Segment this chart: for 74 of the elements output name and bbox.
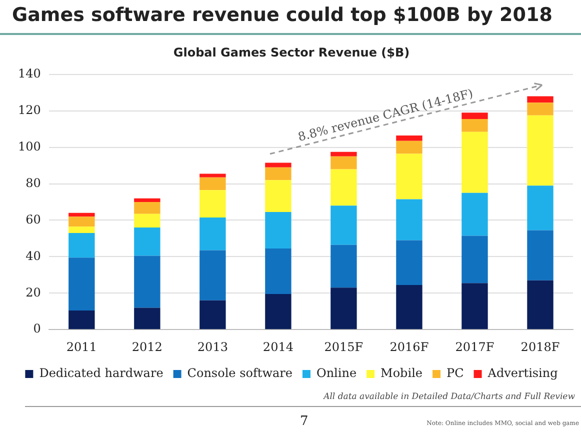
x-tick-label: 2017F (455, 340, 494, 354)
bar (265, 162, 292, 168)
bar (527, 102, 554, 116)
y-tick-label: 20 (26, 285, 41, 300)
chart-title: Games software revenue could top $100B by 2018 (12, 4, 552, 26)
bar (462, 192, 488, 236)
x-tick-label: 2014 (262, 340, 294, 354)
x-tick-label: 2018F (520, 340, 560, 354)
bar (330, 244, 357, 288)
bar (396, 199, 422, 240)
bar (200, 174, 226, 178)
text: 7 (300, 414, 308, 429)
bar (200, 250, 226, 300)
x-tick-label: 2013 (197, 340, 228, 354)
bar (134, 228, 160, 256)
legend-label: PC (446, 366, 464, 380)
bar (200, 177, 226, 190)
bar (200, 190, 226, 218)
bar (265, 294, 292, 330)
bar (330, 288, 357, 330)
legend-label: Online (316, 366, 357, 380)
bar (134, 198, 160, 202)
bar (134, 256, 160, 308)
bar (265, 212, 292, 248)
bar (396, 135, 422, 141)
bar (68, 258, 95, 310)
bar (134, 202, 160, 214)
legend-label: Console software (187, 366, 292, 380)
bar (134, 214, 160, 228)
legend-label: Advertising (486, 366, 558, 380)
bar (396, 154, 422, 200)
bar (396, 140, 422, 154)
x-tick-label: 2011 (66, 340, 97, 354)
bar (68, 310, 95, 330)
bar (396, 240, 422, 285)
bar (462, 132, 488, 193)
bar (527, 230, 554, 280)
bar (462, 119, 488, 132)
bar (330, 156, 357, 170)
bar (265, 248, 292, 294)
bar (200, 300, 226, 330)
x-tick-label: 2012 (132, 340, 162, 354)
bar (527, 96, 554, 103)
y-tick-label: 120 (18, 102, 41, 117)
bar (527, 186, 554, 230)
y-tick-label: 0 (33, 322, 41, 336)
x-tick-label: 2016F (390, 340, 429, 354)
bar (330, 152, 357, 156)
bar (527, 115, 554, 186)
bar (396, 284, 422, 330)
bar (68, 216, 95, 227)
y-tick-label: 100 (18, 139, 41, 154)
chart-subtitle: Global Games Sector Revenue ($B) (173, 45, 410, 60)
bar (462, 283, 488, 330)
bar (265, 180, 292, 212)
y-tick-label: 60 (26, 212, 41, 226)
bar (68, 212, 95, 217)
bar (462, 112, 488, 120)
bar (330, 206, 357, 245)
bar (134, 308, 160, 330)
y-tick-label: 140 (18, 66, 41, 81)
bar (462, 236, 488, 284)
bar (200, 217, 226, 250)
bar (330, 169, 357, 206)
bar (68, 226, 95, 233)
x-tick-label: 2015F (324, 340, 364, 354)
bar (68, 232, 95, 258)
bar (527, 280, 554, 330)
text: All data available in Detailed Data/Charts and Full Review (324, 392, 575, 402)
bar (265, 167, 292, 180)
y-tick-label: 80 (26, 176, 41, 190)
legend-label: Dedicated hardware (39, 366, 164, 380)
y-tick-label: 40 (26, 248, 41, 263)
legend-label: Mobile (380, 366, 423, 380)
